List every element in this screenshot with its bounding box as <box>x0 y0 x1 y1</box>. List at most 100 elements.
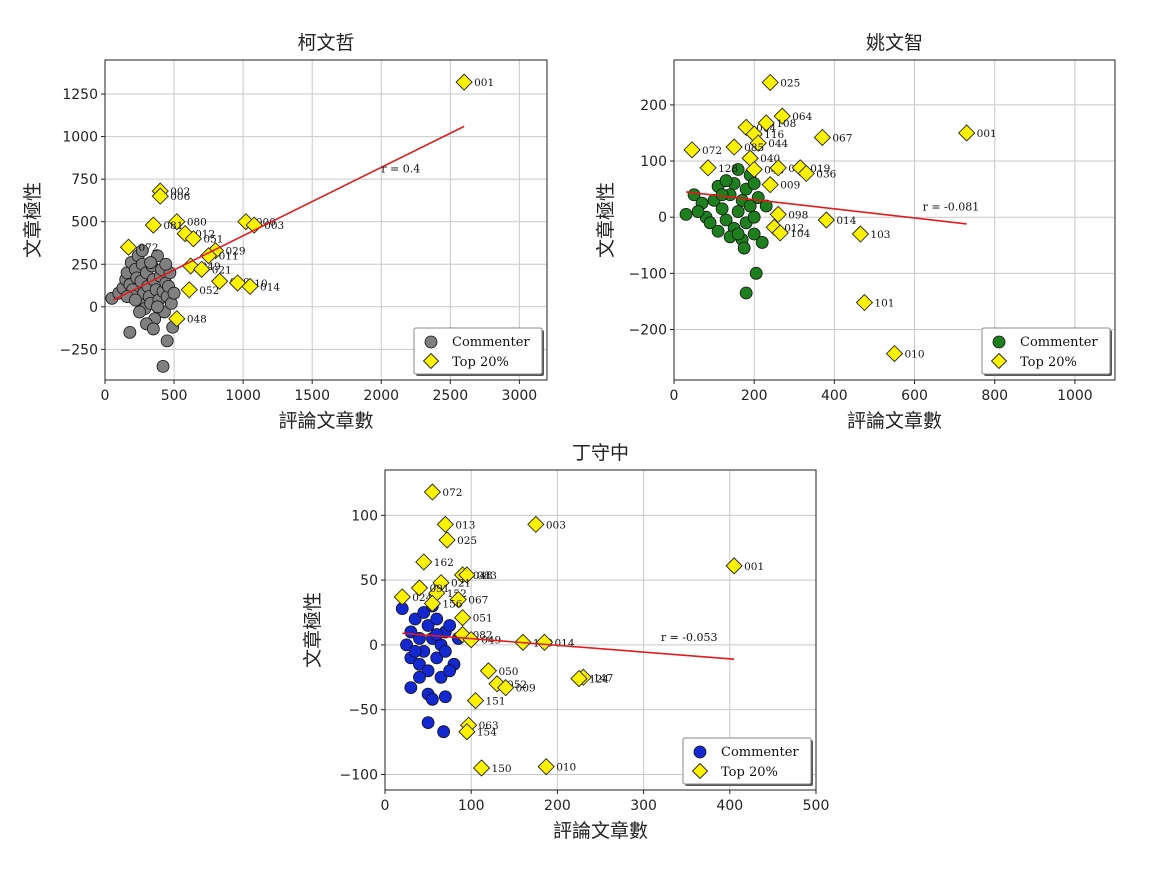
point-label: 029 <box>226 246 246 258</box>
legend-box <box>682 737 812 785</box>
correlation-label: r = -0.081 <box>923 200 980 213</box>
x-tick-label: 400 <box>716 798 743 814</box>
top20-point <box>423 594 442 613</box>
point-label: 002 <box>170 186 190 198</box>
point-label: 081 <box>163 220 183 232</box>
commenter-point <box>719 213 733 227</box>
commenter-point <box>404 681 418 695</box>
x-tick-label: 200 <box>544 798 571 814</box>
point-label: 116 <box>764 129 784 141</box>
trend-line <box>402 632 735 660</box>
top20-point <box>497 679 515 697</box>
x-tick-label: 1500 <box>294 388 330 404</box>
commenter-point <box>151 300 164 314</box>
plot-frame <box>673 59 1116 381</box>
y-tick-label: 1250 <box>62 87 98 103</box>
commenter-point <box>413 670 426 684</box>
commenter-point <box>747 210 761 224</box>
y-tick-label: 750 <box>71 172 98 188</box>
top20-point <box>725 138 743 156</box>
legend-box <box>981 327 1111 375</box>
commenter-point <box>749 266 763 280</box>
legend-commenter-marker <box>992 335 1006 349</box>
chart-panel-yao: 0 200 400 600 800 1000 −200 −100 0 100 200 姚文智 評論文章數… <box>590 0 1168 440</box>
legend-commenter-marker <box>693 745 707 759</box>
legend-commenter-label: Commenter <box>721 745 799 760</box>
point-label: 154 <box>477 727 497 739</box>
y-tick-label: 0 <box>89 300 98 316</box>
point-label: 072 <box>702 145 722 157</box>
commenter-point <box>731 227 745 241</box>
top20-point <box>773 107 791 125</box>
legend-top20-marker <box>691 762 709 780</box>
point-label: 156 <box>442 598 462 610</box>
top20-point <box>211 272 229 290</box>
x-tick-label: 500 <box>161 388 188 404</box>
commenter-point <box>747 227 761 241</box>
top20-point <box>683 141 701 159</box>
y-tick-label: 250 <box>71 257 98 273</box>
commenter-point <box>123 325 137 339</box>
legend-top20-label: Top 20% <box>721 765 778 780</box>
y-tick-label: −100 <box>629 266 667 282</box>
commenter-point <box>731 205 745 218</box>
legend-commenter-marker <box>424 335 438 349</box>
point-label: 048 <box>473 570 493 582</box>
commenter-point <box>167 286 181 300</box>
legend-top20-label: Top 20% <box>452 355 509 370</box>
trend-line <box>685 191 967 225</box>
point-label: 072 <box>138 242 158 254</box>
top20-point <box>749 134 767 152</box>
commenter-point <box>408 612 422 626</box>
commenter-point <box>437 725 451 739</box>
y-tick-label: −250 <box>60 342 98 358</box>
point-label: 067 <box>832 132 852 144</box>
top20-point <box>438 531 456 549</box>
top20-point <box>699 159 717 177</box>
x-tick-label: 100 <box>458 798 485 814</box>
commenter-point <box>715 188 729 202</box>
y-tick-label: 100 <box>640 154 667 170</box>
top20-point <box>193 260 211 278</box>
top20-point <box>151 187 169 205</box>
point-label: 019 <box>810 163 830 175</box>
top20-point <box>745 160 763 179</box>
point-label: 014 <box>836 215 856 227</box>
y-tick-label: 500 <box>71 215 98 231</box>
top20-point <box>479 662 498 680</box>
top20-point <box>855 293 874 312</box>
plot-frame <box>104 59 548 381</box>
point-label: 103 <box>870 229 890 241</box>
y-tick-label: 1000 <box>62 130 98 146</box>
commenter-point <box>417 606 431 619</box>
y-axis-label: 文章極性 <box>22 182 44 258</box>
commenter-point <box>703 216 717 230</box>
chart-title: 柯文哲 <box>297 32 354 54</box>
commenter-point <box>711 224 725 238</box>
top20-point <box>769 205 787 224</box>
y-tick-label: 0 <box>369 638 378 654</box>
top20-point <box>168 310 186 328</box>
chart-svg: 0 500 1000 1500 2000 2500 3000 −250 0 250 500 750 10… <box>22 32 548 432</box>
point-label: 085 <box>744 142 764 154</box>
point-label: 036 <box>816 168 836 180</box>
point-label: 124 <box>589 674 609 686</box>
legend-box <box>413 327 543 375</box>
commenter-point <box>426 692 439 706</box>
point-label: 021 <box>451 578 471 590</box>
plot-frame <box>384 469 817 791</box>
commenter-point <box>421 619 435 632</box>
top20-point <box>797 164 815 183</box>
commenter-point <box>719 174 733 188</box>
point-label: 014 <box>554 637 574 649</box>
legend-top20-label: Top 20% <box>1020 355 1077 370</box>
y-tick-label: 100 <box>351 508 378 524</box>
top20-point <box>415 553 433 571</box>
x-tick-label: 300 <box>630 798 657 814</box>
y-tick-label: −50 <box>348 703 378 719</box>
x-tick-label: 2000 <box>363 388 399 404</box>
point-label: 091 <box>429 583 449 595</box>
commenter-point <box>679 207 693 221</box>
point-label: 063 <box>479 720 499 732</box>
point-label: 021 <box>212 264 232 276</box>
